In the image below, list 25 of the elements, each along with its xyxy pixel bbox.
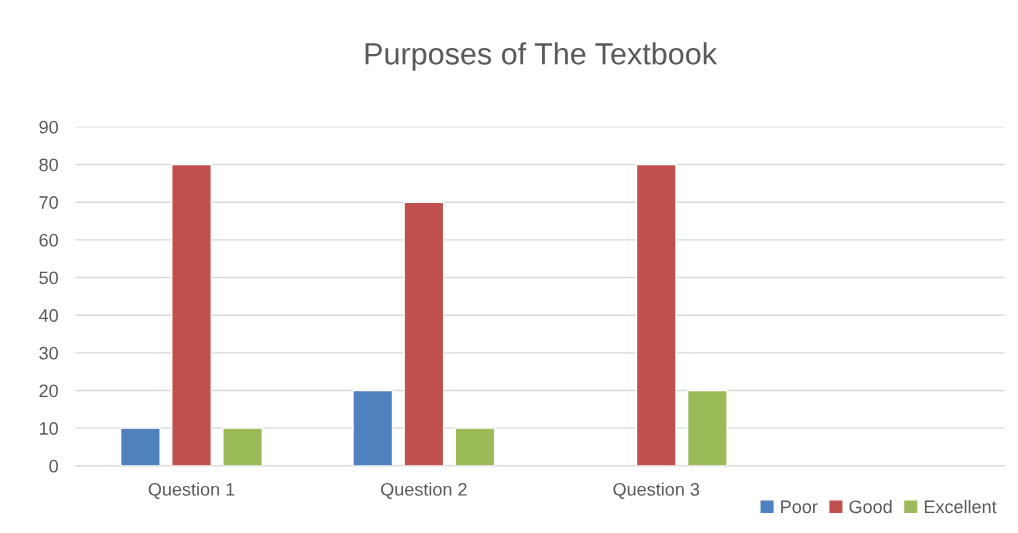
y-tick-label: 30 <box>39 346 58 360</box>
bar <box>403 201 445 466</box>
bar <box>119 427 161 466</box>
x-tick-label: Question 1 <box>148 482 235 499</box>
chart-title: Purposes of The Textbook <box>365 42 718 71</box>
bar <box>352 389 394 466</box>
y-tick-label: 90 <box>39 120 58 134</box>
y-tick-label: 70 <box>39 196 58 209</box>
bar <box>686 389 728 466</box>
y-tick-label: 10 <box>39 422 58 435</box>
y-tick-label: 50 <box>39 271 58 285</box>
legend-label: Excellent <box>924 499 997 514</box>
bar <box>222 427 264 466</box>
x-tick-label: Question 2 <box>381 482 467 499</box>
y-tick-label: 0 <box>49 459 58 473</box>
y-tick-label: 40 <box>39 309 58 322</box>
x-tick-label: Question 3 <box>613 482 700 499</box>
legend-label: Poor <box>781 500 818 514</box>
bar <box>454 427 496 466</box>
bar <box>635 163 677 466</box>
bar <box>171 163 212 466</box>
y-tick-label: 20 <box>39 384 58 398</box>
y-tick-label: 80 <box>39 158 58 172</box>
y-tick-label: 60 <box>39 233 58 247</box>
legend-label: Good <box>849 499 892 514</box>
